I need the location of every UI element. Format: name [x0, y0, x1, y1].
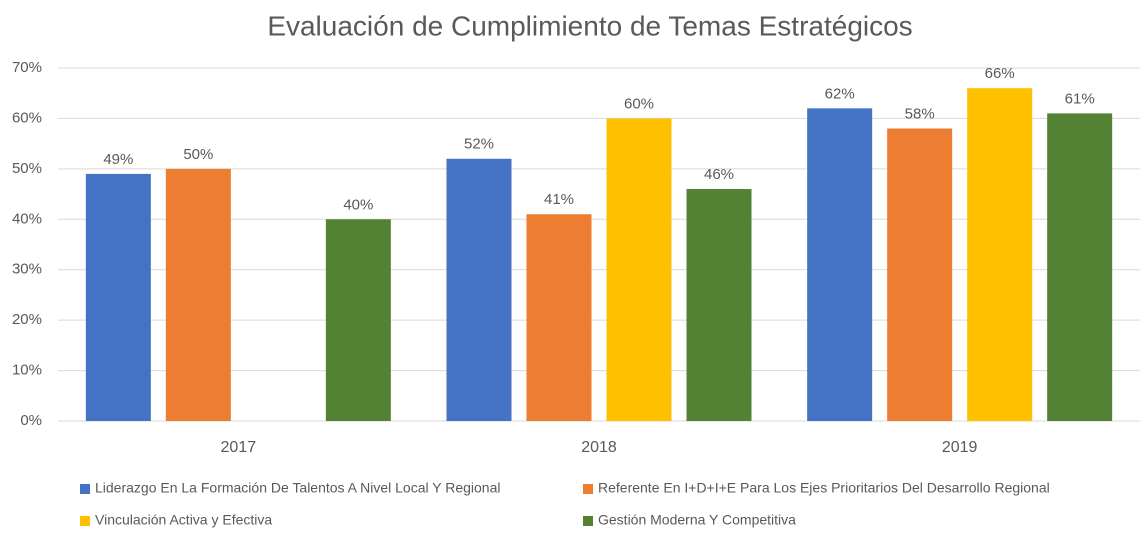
bar	[85, 173, 151, 421]
legend-label: Vinculación Activa y Efectiva	[95, 512, 272, 528]
value-label: 60%	[624, 95, 654, 112]
value-label: 52%	[464, 136, 494, 153]
legend-swatch	[583, 516, 593, 526]
x-tick-label: 2018	[581, 439, 617, 456]
legend-swatch	[80, 516, 90, 526]
bar	[967, 88, 1033, 422]
value-label: 49%	[103, 151, 133, 168]
bar	[526, 214, 592, 421]
y-tick-label: 40%	[12, 210, 42, 227]
value-label: 62%	[825, 85, 855, 102]
legend-label: Gestión Moderna Y Competitiva	[598, 512, 796, 528]
y-tick-label: 30%	[12, 261, 42, 278]
bar	[686, 189, 752, 421]
x-tick-label: 2017	[221, 439, 257, 456]
legend-label: Liderazgo En La Formación De Talentos A …	[95, 480, 500, 496]
bar	[165, 168, 231, 421]
value-label: 46%	[704, 166, 734, 183]
value-label: 58%	[905, 105, 935, 122]
chart-title: Evaluación de Cumplimiento de Temas Estr…	[267, 10, 912, 41]
legend-label: Referente En I+D+I+E Para Los Ejes Prior…	[598, 480, 1050, 496]
bar	[807, 108, 873, 421]
value-label: 40%	[343, 196, 373, 213]
value-label: 50%	[183, 146, 213, 163]
value-label: 61%	[1065, 90, 1095, 107]
y-tick-label: 10%	[12, 362, 42, 379]
value-label: 66%	[985, 65, 1015, 82]
legend-swatch	[583, 484, 593, 494]
bar	[325, 219, 391, 421]
y-tick-label: 50%	[12, 160, 42, 177]
value-label: 41%	[544, 191, 574, 208]
bar	[446, 158, 512, 421]
y-tick-label: 70%	[12, 59, 42, 76]
y-tick-label: 20%	[12, 311, 42, 328]
y-tick-label: 0%	[20, 412, 42, 429]
bar	[887, 128, 953, 421]
y-tick-label: 60%	[12, 109, 42, 126]
x-tick-label: 2019	[942, 439, 978, 456]
bar	[1047, 113, 1113, 421]
bar	[606, 118, 672, 421]
legend-swatch	[80, 484, 90, 494]
